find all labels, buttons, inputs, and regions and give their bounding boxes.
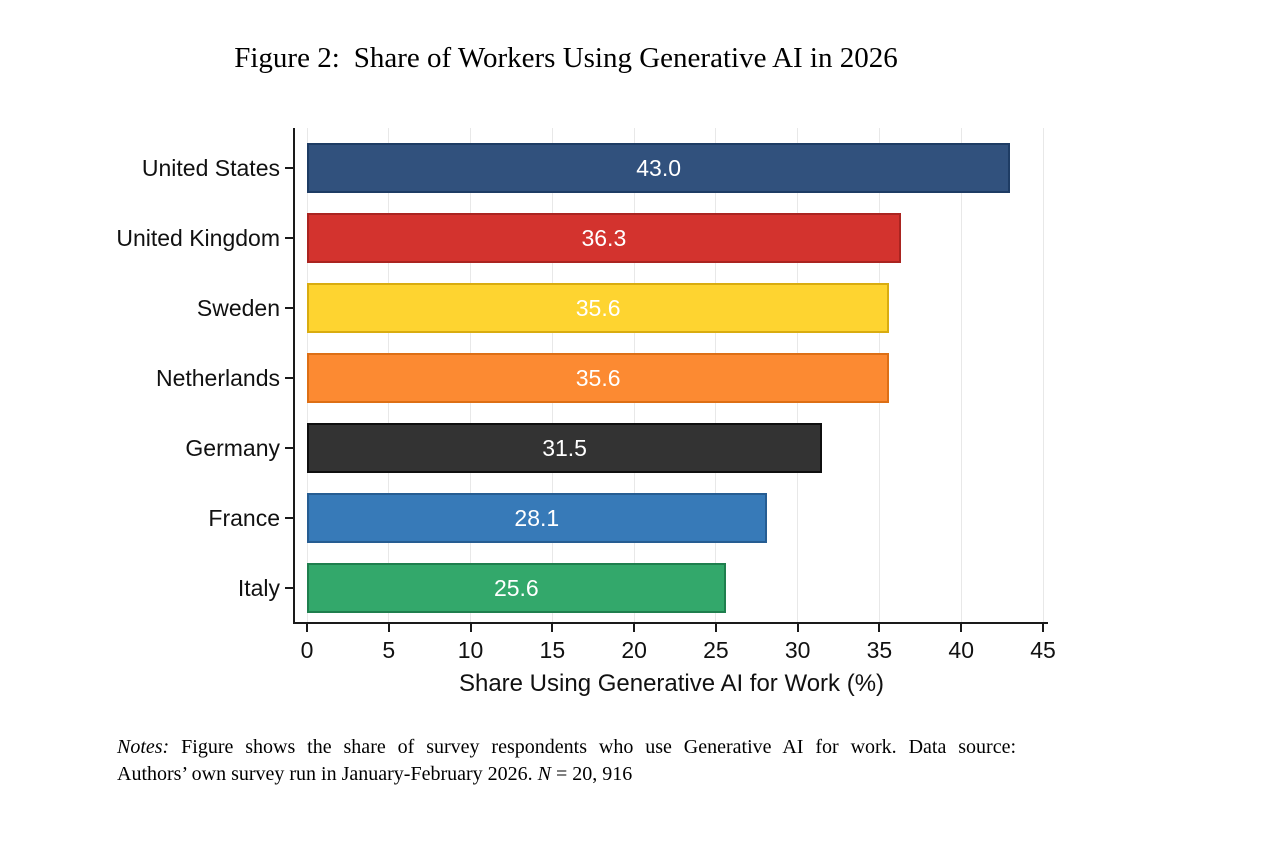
x-tick-label: 20 xyxy=(621,637,647,663)
x-tick-label: 30 xyxy=(784,637,811,663)
bar-value-label: 25.6 xyxy=(493,574,539,601)
y-tick-mark xyxy=(285,447,293,449)
notes-line-1: Notes: Figure shows the share of survey … xyxy=(117,734,1016,761)
y-tick-mark xyxy=(285,167,293,169)
y-tick-mark xyxy=(285,587,293,589)
notes-line2-text: Authors’ own survey run in January-Febru… xyxy=(117,763,533,785)
category-label: Italy xyxy=(237,575,280,601)
x-axis-title: Share Using Generative AI for Work (%) xyxy=(458,670,885,697)
bar: 36.3 xyxy=(307,213,901,263)
notes-n-value: = 20, 916 xyxy=(556,763,633,785)
x-tick-label: 25 xyxy=(703,637,729,663)
x-tick-mark xyxy=(878,624,881,632)
bar: 43.0 xyxy=(307,143,1011,193)
bar-value-label: 35.6 xyxy=(575,294,621,321)
bar-value-label: 43.0 xyxy=(636,154,682,181)
x-tick-label: 45 xyxy=(1030,637,1056,663)
x-tick-label: 5 xyxy=(382,637,396,663)
figure-title: Figure 2: Share of Workers Using Generati… xyxy=(0,42,1132,75)
figure-notes: Notes: Figure shows the share of survey … xyxy=(117,734,1016,788)
x-tick-mark xyxy=(1042,624,1044,632)
gridline xyxy=(960,128,962,622)
x-tick-label: 10 xyxy=(457,637,484,663)
category-label: Netherlands xyxy=(155,365,280,391)
bar: 35.6 xyxy=(307,353,890,403)
notes-n-symbol: N xyxy=(537,763,551,785)
y-tick-mark xyxy=(285,517,293,519)
x-tick-mark xyxy=(714,624,717,632)
bar-value-label: 36.3 xyxy=(581,224,627,251)
category-label: Germany xyxy=(185,435,280,461)
category-label: France xyxy=(208,505,280,531)
bar-value-label: 35.6 xyxy=(575,364,621,391)
category-label: United Kingdom xyxy=(116,225,280,251)
x-tick-mark xyxy=(469,624,472,632)
bar: 31.5 xyxy=(307,423,823,473)
y-axis-line xyxy=(293,128,295,624)
figure-title-text: Share of Workers Using Generative AI in … xyxy=(353,42,898,74)
x-tick-label: 40 xyxy=(948,637,975,663)
x-tick-mark xyxy=(387,624,390,632)
bar: 35.6 xyxy=(307,283,890,333)
x-tick-mark xyxy=(551,624,554,632)
x-tick-label: 0 xyxy=(300,637,314,663)
y-tick-mark xyxy=(285,237,293,239)
x-tick-mark xyxy=(796,624,799,632)
bar-value-label: 31.5 xyxy=(542,434,587,461)
x-tick-label: 15 xyxy=(539,637,566,663)
notes-label: Notes: xyxy=(117,736,170,758)
bar-value-label: 28.1 xyxy=(514,504,560,531)
figure-title-prefix: Figure 2: xyxy=(234,42,340,74)
x-tick-mark xyxy=(960,624,963,632)
gridline xyxy=(1042,128,1044,622)
x-axis-line xyxy=(293,622,1048,624)
notes-line1-text: Figure shows the share of survey respond… xyxy=(181,736,1017,758)
category-label: Sweden xyxy=(196,295,280,321)
y-tick-mark xyxy=(285,307,293,309)
category-label: United States xyxy=(141,155,280,181)
x-tick-mark xyxy=(633,624,636,632)
notes-line-2: Authors’ own survey run in January-Febru… xyxy=(117,761,1016,788)
x-tick-label: 35 xyxy=(866,637,893,663)
bar: 28.1 xyxy=(307,493,767,543)
y-tick-mark xyxy=(285,377,293,379)
x-tick-mark xyxy=(306,624,308,632)
bar: 25.6 xyxy=(307,563,726,613)
